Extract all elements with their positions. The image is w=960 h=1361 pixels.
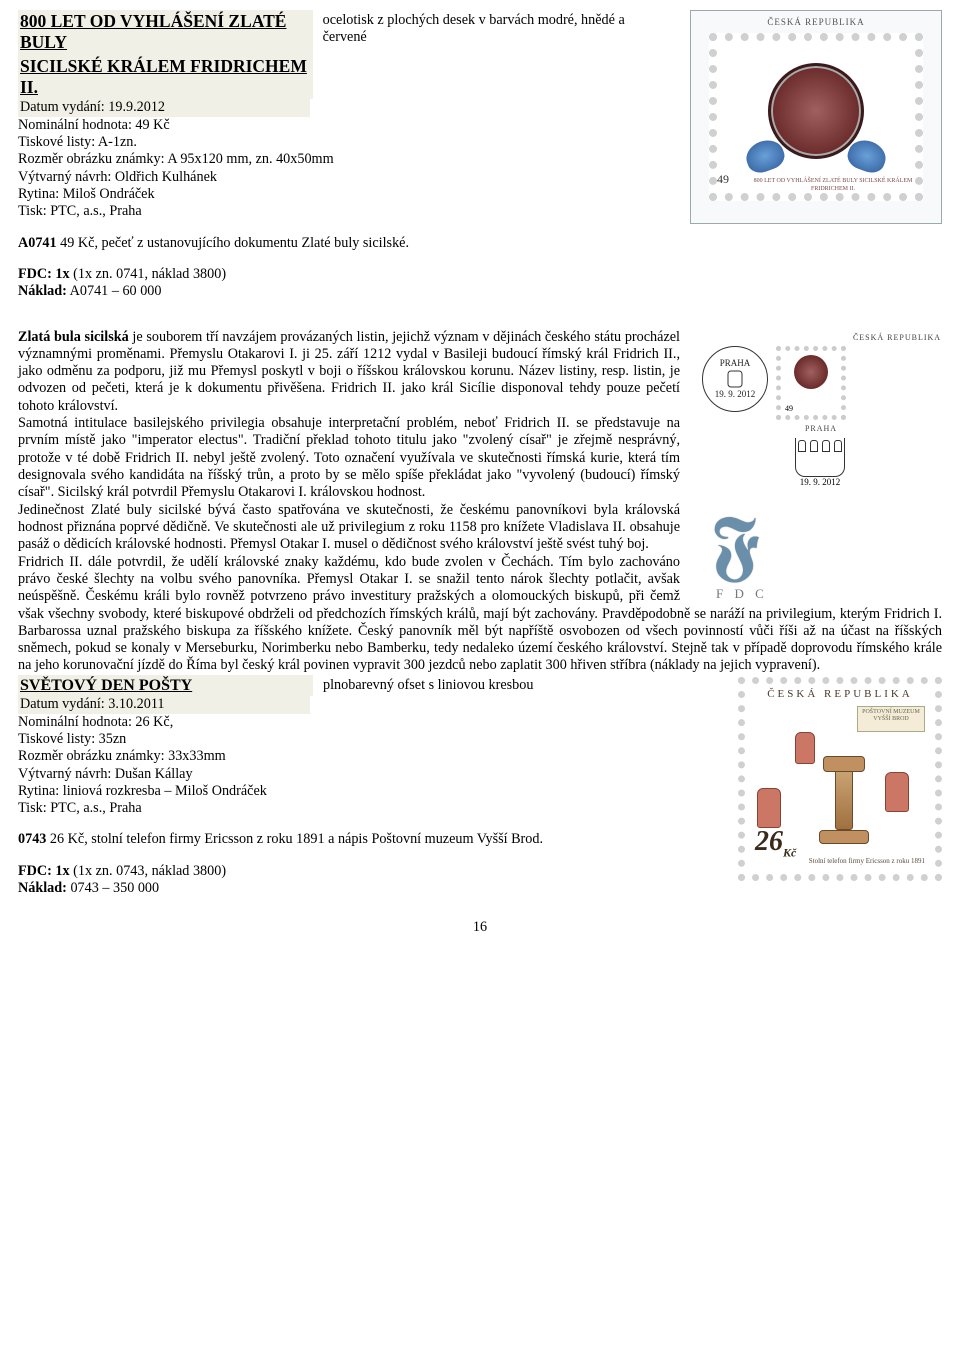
- postmark-city: PRAHA: [720, 358, 751, 369]
- stamp1-frame: [709, 33, 923, 201]
- header-row-1: 800 LET OD VYHLÁŠENÍ ZLATÉ BULY SICILSKÉ…: [18, 10, 672, 99]
- stamp1-naklad-label: Náklad:: [18, 283, 67, 299]
- fdc-text: F D C: [716, 586, 942, 602]
- stamp1-value: 49: [717, 172, 729, 187]
- stamp-image-1: ČESKÁ REPUBLIKA 49 800 LET OD VYHLÁŠENÍ …: [690, 10, 942, 224]
- stamp1-sheets: Tiskové listy: A-1zn.: [18, 134, 137, 150]
- stamp2-technique: plnobarevný ofset s liniovou kresbou: [323, 675, 533, 694]
- stamp2-catalog-code: 0743: [18, 831, 46, 847]
- postmark-date-2: 19. 9. 2012: [776, 477, 864, 488]
- header-left-1: 800 LET OD VYHLÁŠENÍ ZLATÉ BULY SICILSKÉ…: [18, 10, 313, 99]
- postmark-icon: PRAHA 19. 9. 2012: [702, 346, 768, 412]
- stamp2-print: Tisk: PTC, a.s., Praha: [18, 800, 142, 816]
- stamp1-engraving: Rytina: Miloš Ondráček: [18, 186, 155, 202]
- stamp2-title: SVĚTOVÝ DEN POŠTY: [18, 675, 313, 697]
- header-left-2: SVĚTOVÝ DEN POŠTY: [18, 675, 313, 697]
- ornament-wings: [746, 141, 886, 171]
- mini-country: ČESKÁ REPUBLIKA: [852, 333, 942, 343]
- postmark-city-2: PRAHA: [776, 424, 866, 434]
- wing-right-icon: [844, 135, 890, 176]
- fdc-panel: ČESKÁ REPUBLIKA PRAHA 19. 9. 2012 49 PRA…: [698, 329, 942, 602]
- stamp1-naklad-rest: A0741 – 60 000: [67, 283, 162, 299]
- stamp1-fdc-rest: (1x zn. 0741, náklad 3800): [73, 266, 226, 282]
- stamp2-date: Datum vydání: 3.10.2011: [18, 696, 310, 713]
- stamp1-title-line2: SICILSKÉ KRÁLEM FRIDRICHEM II.: [18, 55, 313, 100]
- stamp2-engraving: Rytina: liniová rozkresba – Miloš Ondráč…: [18, 783, 267, 799]
- ministamp-icon: 49: [776, 346, 846, 420]
- postmark-emblem-icon: [722, 369, 748, 389]
- figure-icon: [795, 732, 815, 764]
- stamp1-nominal: Nominální hodnota: 49 Kč: [18, 117, 170, 133]
- stamp2-plaque: POŠTOVNÍ MUZEUM VYŠŠÍ BROD: [857, 706, 925, 732]
- wing-left-icon: [742, 135, 788, 176]
- stamp1-catalog-code: A0741: [18, 235, 57, 251]
- stamp2-naklad-rest: 0743 – 350 000: [67, 880, 159, 896]
- stamp1-technique: ocelotisk z plochých desek v barvách mod…: [323, 10, 672, 47]
- stamp1-date: Datum vydání: 19.9.2012: [18, 99, 310, 116]
- stamp2-naklad-label: Náklad:: [18, 880, 67, 896]
- stamp1-body-lead: Zlatá bula sicilská: [18, 329, 129, 345]
- stamp2-catalog-rest: 26 Kč, stolní telefon firmy Ericsson z r…: [46, 831, 543, 847]
- stamp1-naklad: Náklad: A0741 – 60 000: [18, 283, 942, 300]
- page-number: 16: [18, 919, 942, 936]
- stamp1-fdc: FDC: 1x (1x zn. 0741, náklad 3800): [18, 266, 942, 283]
- stamp2-size: Rozměr obrázku známky: 33x33mm: [18, 748, 226, 764]
- stamp1-print: Tisk: PTC, a.s., Praha: [18, 203, 142, 219]
- stamp1-title-line1: 800 LET OD VYHLÁŠENÍ ZLATÉ BULY: [18, 10, 313, 55]
- telephone-icon: [817, 756, 871, 836]
- stamp2-value: 26Kč: [755, 825, 796, 860]
- stamp1-catalog-rest: 49 Kč, pečeť z ustanovujícího dokumentu …: [57, 235, 409, 251]
- stamp-image-2: ČESKÁ REPUBLIKA POŠTOVNÍ MUZEUM VYŠŠÍ BR…: [738, 677, 942, 881]
- stamp1-country: ČESKÁ REPUBLIKA: [691, 17, 941, 28]
- stamp1-catalog: A0741 49 Kč, pečeť z ustanovujícího doku…: [18, 235, 942, 252]
- stamp2-naklad: Náklad: 0743 – 350 000: [18, 880, 942, 897]
- stamp2-caption: Stolní telefon firmy Ericsson z roku 189…: [809, 858, 925, 866]
- stamp1-design: Výtvarný návrh: Oldřich Kulhánek: [18, 169, 217, 185]
- stamp2-nominal: Nominální hodnota: 26 Kč,: [18, 714, 173, 730]
- stamp2-country: ČESKÁ REPUBLIKA: [745, 688, 935, 701]
- stamp2-design: Výtvarný návrh: Dušan Kállay: [18, 766, 193, 782]
- mini-seal-icon: [794, 355, 828, 389]
- crown-icon: [795, 438, 845, 477]
- stamp1-fdc-label: FDC: 1x: [18, 266, 73, 282]
- ministamp-value: 49: [785, 404, 793, 414]
- stamp2-fdc-label: FDC: 1x: [18, 863, 73, 879]
- stamp2-sheets: Tiskové listy: 35zn: [18, 731, 126, 747]
- stamp1-caption: 800 LET OD VYHLÁŠENÍ ZLATÉ BULY SICILSKÉ…: [751, 178, 915, 193]
- stamp1-size: Rozměr obrázku známky: A 95x120 mm, zn. …: [18, 151, 334, 167]
- postmark-date: 19. 9. 2012: [715, 389, 756, 400]
- figure-icon: [757, 788, 781, 828]
- stamp2-fdc-rest: (1x zn. 0743, náklad 3800): [73, 863, 226, 879]
- decorative-f-icon: 𝕱: [712, 496, 782, 586]
- header-row-2: SVĚTOVÝ DEN POŠTY plnobarevný ofset s li…: [18, 675, 718, 697]
- figure-icon: [885, 772, 909, 812]
